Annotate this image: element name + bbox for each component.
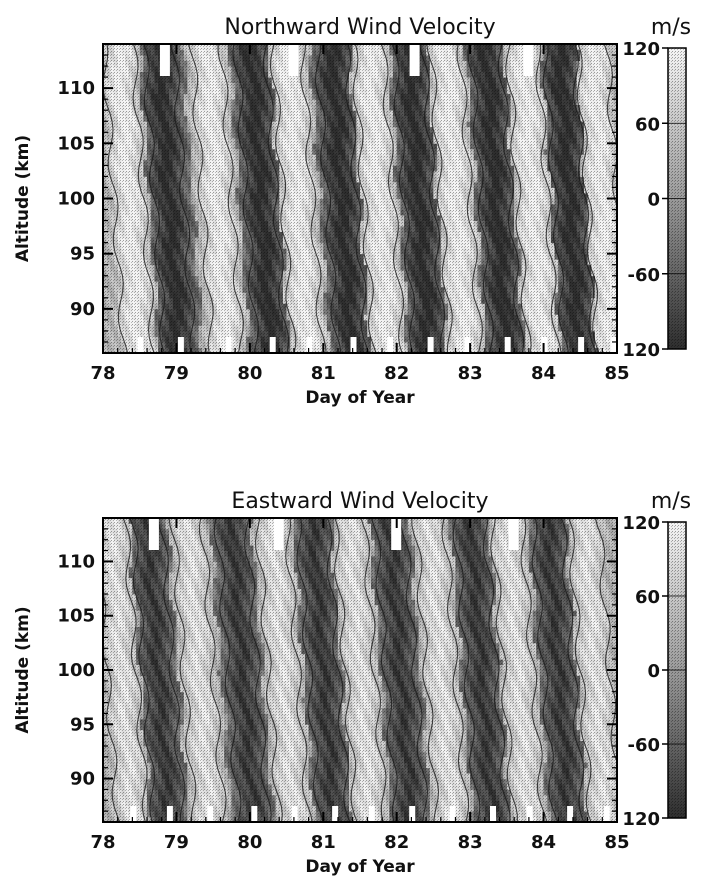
panel-northward: 78 79 80 81 82 83 84 859095100105110Northward W… [13, 15, 691, 408]
